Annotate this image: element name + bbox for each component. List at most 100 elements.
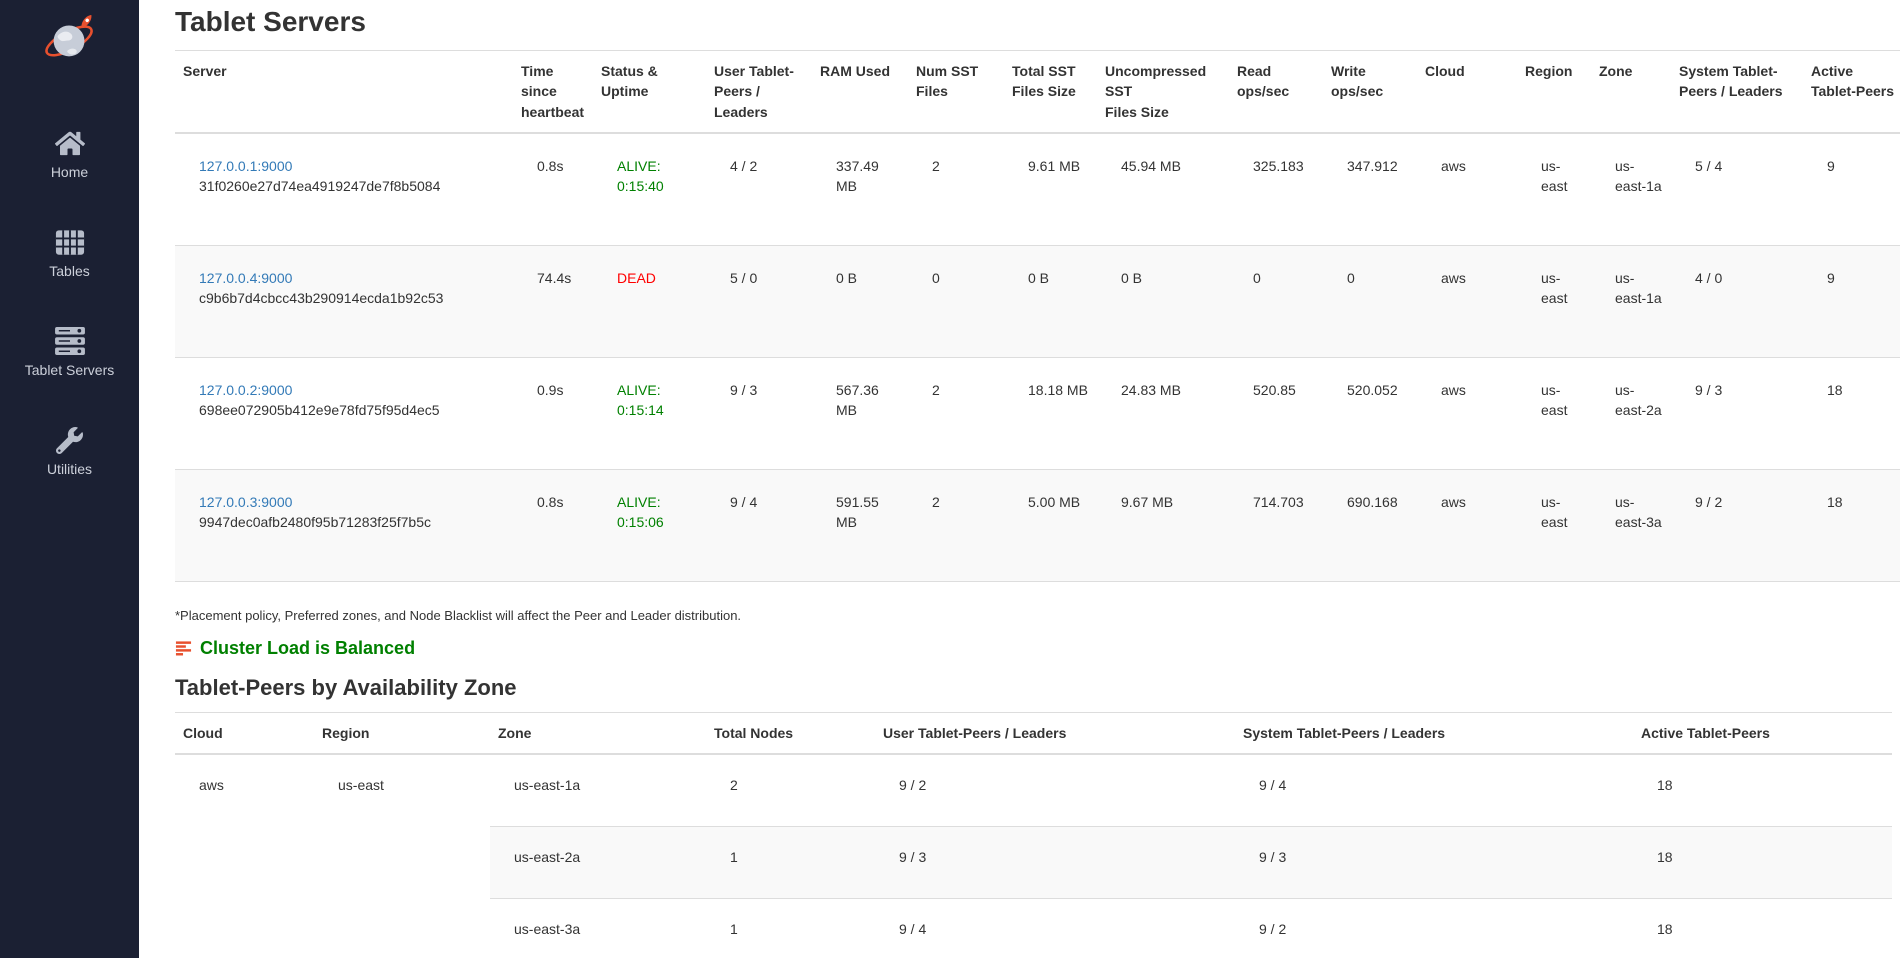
sidebar: Home Tables (0, 0, 139, 958)
server-address-link[interactable]: 127.0.0.3:9000 (199, 493, 293, 510)
num-sst-cell: 2 (908, 132, 1004, 246)
cloud-cell: aws (1417, 132, 1517, 246)
home-icon (54, 127, 85, 159)
user-peers-cell: 4 / 2 (706, 132, 812, 246)
col-region: Region (1517, 50, 1591, 135)
sidebar-item-label: Utilities (46, 461, 93, 478)
zone-cell: us-east-1a (490, 753, 706, 827)
write-ops-cell: 690.168 (1323, 468, 1417, 582)
read-ops-cell: 520.85 (1229, 356, 1323, 470)
sidebar-item-tablet-servers[interactable]: Tablet Servers (0, 325, 139, 378)
region-cell: us-east (1517, 132, 1591, 246)
heartbeat-cell: 0.8s (513, 468, 593, 582)
az-table: Cloud Region Zone Total Nodes User Table… (175, 711, 1892, 958)
total-sst-cell: 5.00 MB (1004, 468, 1097, 582)
col-user-peers: User Tablet-Peers / Leaders (875, 712, 1235, 756)
col-uncompressed-sst: Uncompressed SST Files Size (1097, 50, 1229, 135)
write-ops-cell: 347.912 (1323, 132, 1417, 246)
status-cell: ALIVE: 0:15:40 (593, 132, 706, 246)
user-peers-cell: 9 / 3 (875, 825, 1235, 899)
server-cell: 127.0.0.4:9000 c9b6b7d4cbcc43b290914ecda… (175, 244, 513, 358)
table-row: us-east-2a 1 9 / 3 9 / 3 18 (175, 825, 1892, 899)
active-peers-cell: 9 (1803, 132, 1900, 246)
cloud-cell: aws (175, 753, 314, 958)
active-peers-cell: 18 (1633, 897, 1892, 958)
server-address-link[interactable]: 127.0.0.4:9000 (199, 269, 293, 286)
ram-cell: 567.36 MB (812, 356, 908, 470)
system-peers-cell: 9 / 4 (1235, 753, 1633, 827)
total-sst-cell: 0 B (1004, 244, 1097, 358)
status-text: ALIVE: (617, 158, 661, 175)
col-cloud: Cloud (175, 712, 314, 756)
uncompressed-sst-cell: 0 B (1097, 244, 1229, 358)
user-peers-cell: 5 / 0 (706, 244, 812, 358)
zone-cell: us-east-1a (1591, 244, 1671, 358)
system-peers-cell: 4 / 0 (1671, 244, 1803, 358)
cloud-cell: aws (1417, 244, 1517, 358)
region-cell: us-east (1517, 356, 1591, 470)
tablet-servers-icon (54, 325, 85, 357)
table-row: 127.0.0.4:9000 c9b6b7d4cbcc43b290914ecda… (175, 244, 1900, 358)
uncompressed-sst-cell: 24.83 MB (1097, 356, 1229, 470)
cluster-balance-status: Cluster Load is Balanced (175, 638, 1884, 659)
balance-text: Cluster Load is Balanced (200, 637, 416, 658)
total-nodes-cell: 2 (706, 753, 875, 827)
active-peers-cell: 18 (1633, 825, 1892, 899)
system-peers-cell: 9 / 3 (1671, 356, 1803, 470)
write-ops-cell: 520.052 (1323, 356, 1417, 470)
total-nodes-cell: 1 (706, 897, 875, 958)
read-ops-cell: 0 (1229, 244, 1323, 358)
sidebar-item-label: Home (50, 164, 89, 180)
server-address-link[interactable]: 127.0.0.1:9000 (199, 158, 293, 175)
rocket-globe-logo-icon (44, 15, 93, 57)
status-text: DEAD (617, 269, 656, 286)
sidebar-item-tables[interactable]: Tables (0, 226, 139, 279)
servers-table-header-row: Server Time since heartbeat Status & Upt… (175, 50, 1900, 135)
total-sst-cell: 9.61 MB (1004, 132, 1097, 246)
total-sst-cell: 18.18 MB (1004, 356, 1097, 470)
active-peers-cell: 18 (1803, 468, 1900, 582)
cloud-cell: aws (1417, 468, 1517, 582)
col-active-peers: Active Tablet-Peers (1633, 712, 1892, 756)
system-peers-cell: 9 / 2 (1671, 468, 1803, 582)
user-peers-cell: 9 / 4 (875, 897, 1235, 958)
col-active-peers: Active Tablet-Peers (1803, 50, 1900, 135)
active-peers-cell: 18 (1633, 753, 1892, 827)
col-system-peers: System Tablet-Peers / Leaders (1235, 712, 1633, 756)
heartbeat-cell: 74.4s (513, 244, 593, 358)
table-row: 127.0.0.1:9000 31f0260e27d74ea4919247de7… (175, 132, 1900, 246)
sidebar-item-home[interactable]: Home (0, 127, 139, 180)
status-cell: DEAD (593, 244, 706, 358)
table-row: 127.0.0.3:9000 9947dec0afb2480f95b71283f… (175, 468, 1900, 582)
uncompressed-sst-cell: 9.67 MB (1097, 468, 1229, 582)
page-title: Tablet Servers (175, 6, 366, 37)
col-num-sst: Num SST Files (908, 50, 1004, 135)
system-peers-cell: 9 / 2 (1235, 897, 1633, 958)
utilities-icon (56, 424, 83, 456)
server-uuid: 9947dec0afb2480f95b71283f25f7b5c (199, 513, 431, 530)
app-logo[interactable] (39, 12, 101, 69)
col-total-sst: Total SST Files Size (1004, 50, 1097, 135)
region-cell: us-east (314, 753, 490, 958)
server-address-link[interactable]: 127.0.0.2:9000 (199, 381, 293, 398)
region-cell: us-east (1517, 468, 1591, 582)
system-peers-cell: 5 / 4 (1671, 132, 1803, 246)
col-read-ops: Read ops/sec (1229, 50, 1323, 135)
col-write-ops: Write ops/sec (1323, 50, 1417, 135)
ram-cell: 591.55 MB (812, 468, 908, 582)
col-zone: Zone (1591, 50, 1671, 135)
uptime-text: 0:15:40 (617, 178, 664, 195)
main-content: Tablet Servers Server Time since heartbe… (139, 0, 1900, 958)
server-cell: 127.0.0.2:9000 698ee072905b412e9e78fd75f… (175, 356, 513, 470)
server-uuid: 31f0260e27d74ea4919247de7f8b5084 (199, 178, 441, 195)
col-total-nodes: Total Nodes (706, 712, 875, 756)
region-cell: us-east (1517, 244, 1591, 358)
server-cell: 127.0.0.3:9000 9947dec0afb2480f95b71283f… (175, 468, 513, 582)
status-text: ALIVE: (617, 381, 661, 398)
sidebar-item-utilities[interactable]: Utilities (0, 424, 139, 477)
cloud-cell: aws (1417, 356, 1517, 470)
zone-cell: us-east-2a (1591, 356, 1671, 470)
tablet-servers-table: Server Time since heartbeat Status & Upt… (175, 50, 1900, 582)
active-peers-cell: 9 (1803, 244, 1900, 358)
